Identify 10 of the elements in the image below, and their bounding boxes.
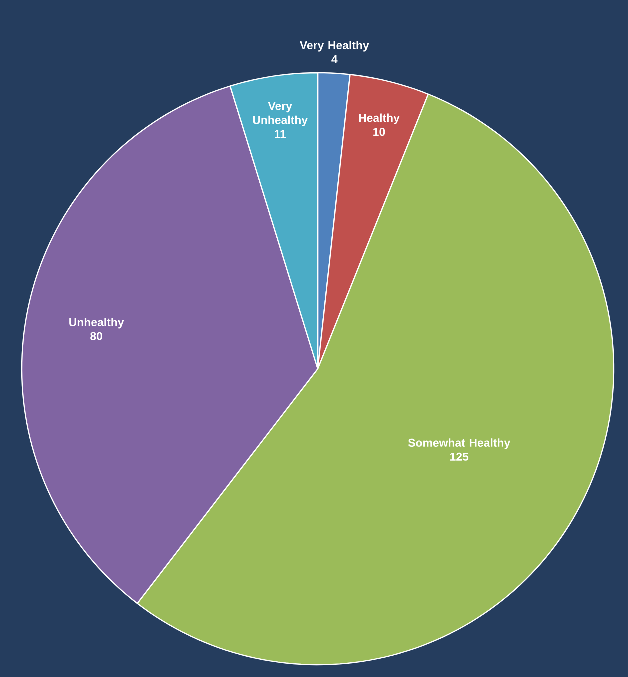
data-label: 125 <box>450 452 469 461</box>
data-label: 80 <box>90 332 102 340</box>
data-label: 10 <box>374 128 386 136</box>
data-label: 11 <box>275 130 286 138</box>
slice-label: Unhealthy <box>70 318 124 329</box>
slice-label: Very Unhealthy <box>253 102 308 127</box>
slice-label: Very Healthy <box>300 41 370 52</box>
data-label: 4 <box>332 55 338 64</box>
slice-label: Healthy <box>359 114 400 124</box>
slice-label: Somewhat Healthy <box>408 438 511 450</box>
